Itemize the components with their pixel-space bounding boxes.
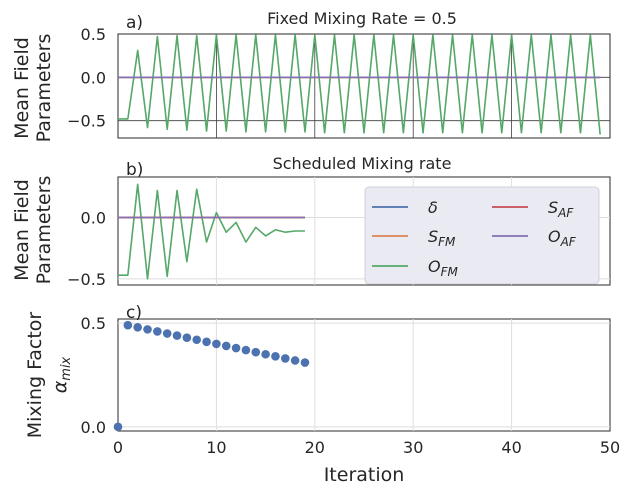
mixing-factor-point	[280, 354, 290, 363]
series-line-o-fm	[118, 34, 601, 135]
mixing-factor-point	[192, 335, 202, 345]
mixing-factor-point	[123, 320, 133, 330]
panel-a: 0.5 0.0 −0.5 a) Fixed Mixing Rate = 0.5 Me…	[11, 9, 611, 143]
x-tick-label: 20	[305, 438, 325, 457]
panel-b-frame	[117, 176, 611, 286]
panel-c-y-tick-label: 0.0	[81, 418, 106, 437]
panel-b: 0.0 −0.5 b) Scheduled Mixing rate Mean Fi…	[11, 154, 611, 289]
legend-entry: δ	[428, 198, 438, 217]
panel-a-y-tick-label: 0.0	[81, 68, 106, 87]
mixing-factor-point	[241, 345, 251, 355]
panel-b-ylabel-line2: Parameters	[33, 176, 55, 285]
x-tick-label: 0	[113, 438, 123, 457]
panel-c-x-ticks: 0 10 20 30 40 50	[113, 438, 620, 457]
mixing-factor-point	[261, 349, 270, 359]
mixing-factor-point	[153, 327, 162, 336]
x-tick-label: 40	[501, 438, 521, 457]
panel-a-title: Fixed Mixing Rate = 0.5	[267, 9, 457, 28]
panel-c-y-tick-label: 0.5	[81, 314, 106, 333]
mixing-factor-point	[231, 343, 241, 353]
panel-b-title: Scheduled Mixing rate	[273, 154, 452, 173]
series-line-o-fm	[118, 183, 305, 280]
panel-c-label: c)	[126, 303, 142, 323]
mixing-factor-point	[133, 322, 142, 332]
mixing-factor-point	[172, 331, 182, 340]
legend-entry: SAF	[548, 198, 574, 220]
mixing-factor-point	[212, 339, 221, 349]
legend-entry: SFM	[428, 227, 456, 249]
x-tick-label: 50	[600, 438, 620, 457]
legend: δ SAF SFM OAF OFM	[364, 186, 600, 285]
mixing-factor-point	[143, 325, 152, 334]
mixing-factor-point	[290, 356, 300, 365]
panel-b-ylabel-line1: Mean Field	[11, 179, 33, 281]
panel-c-y-ticks: 0.5 0.0	[81, 314, 106, 437]
panel-a-ylabel-line1: Mean Field	[11, 37, 33, 139]
panel-a-y-tick-label: −0.5	[67, 112, 106, 131]
panel-b-label: b)	[126, 160, 143, 180]
panel-b-y-tick-label: 0.0	[81, 209, 106, 228]
x-axis-label: Iteration	[324, 464, 405, 486]
panel-c-points	[113, 320, 310, 432]
legend-box	[364, 186, 600, 285]
mixing-factor-point	[202, 337, 211, 347]
panel-a-ylabel-line2: Parameters	[33, 34, 55, 143]
panel-c-ylabel: Mixing Factor	[24, 312, 46, 439]
panel-b-lines	[118, 183, 305, 280]
panel-a-y-ticks: 0.5 0.0 −0.5	[67, 25, 106, 131]
panel-a-lines	[118, 34, 601, 135]
x-tick-label: 30	[403, 438, 423, 457]
panel-a-label: a)	[126, 13, 143, 33]
panel-c-frame	[117, 318, 611, 432]
legend-entry: OFM	[428, 257, 458, 279]
panel-a-y-tick-label: 0.5	[81, 25, 106, 44]
mixing-factor-point	[182, 333, 192, 342]
panel-c: 0.5 0.0 0 10 20 30 40 50 c) Mixing Factor αmix…	[24, 303, 620, 486]
legend-entry: OAF	[548, 227, 577, 249]
panel-c-grid	[118, 319, 610, 431]
mixing-factor-point	[221, 341, 231, 351]
mixing-factor-point	[271, 352, 280, 361]
x-tick-label: 10	[206, 438, 226, 457]
mixing-factor-point	[162, 329, 172, 338]
mixing-factor-point	[300, 358, 310, 367]
panel-c-ylabel-symbol: αmix	[49, 356, 74, 393]
mixing-factor-point	[251, 347, 261, 357]
panel-b-y-tick-label: −0.5	[67, 270, 106, 289]
mixing-factor-point	[113, 422, 123, 432]
panel-b-y-ticks: 0.0 −0.5	[67, 209, 106, 289]
